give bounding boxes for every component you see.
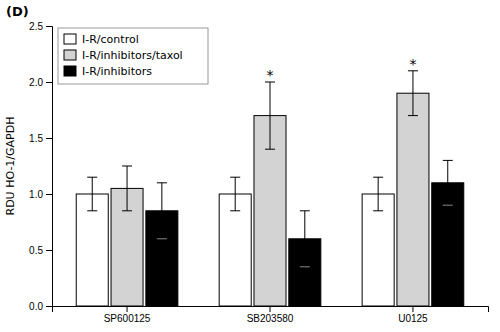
error-cap xyxy=(373,210,383,211)
y-tick: 1.0 xyxy=(29,189,52,200)
y-axis-title: RDU HO-1/GAPDH xyxy=(4,117,17,216)
chart: 0.0 0.5 1.0 1.5 2.0 2.5 SP600125 SB203580 U0125 R… xyxy=(0,0,500,332)
y-tick-mark xyxy=(46,306,52,307)
y-axis-line xyxy=(46,27,53,307)
error-line xyxy=(447,160,448,205)
error-line xyxy=(127,166,128,211)
error-bar xyxy=(300,211,310,267)
error-cap xyxy=(408,115,418,116)
legend-item: I-R/inhibitors xyxy=(64,65,152,78)
plot: 0.0 0.5 1.0 1.5 2.0 2.5 SP600125 SB203580 U0125 R… xyxy=(4,21,489,324)
y-tick-label: 0.0 xyxy=(29,301,43,312)
error-cap xyxy=(87,210,97,211)
error-line xyxy=(235,177,236,211)
bar xyxy=(219,194,251,306)
y-tick-mark xyxy=(46,82,52,83)
x-tick: SB203580 xyxy=(247,306,294,324)
error-cap xyxy=(230,210,240,211)
error-cap xyxy=(300,210,310,211)
x-axis-line xyxy=(53,307,489,313)
y-tick-label: 2.5 xyxy=(29,21,43,32)
error-bar xyxy=(443,160,453,205)
y-tick: 1.5 xyxy=(29,133,52,144)
x-tick-mark xyxy=(270,306,271,312)
legend-item: I-R/inhibitors/taxol xyxy=(64,49,183,62)
error-line xyxy=(412,71,413,116)
y-tick: 0.5 xyxy=(29,245,52,256)
y-tick: 2.0 xyxy=(29,77,52,88)
error-bar xyxy=(230,177,240,211)
legend-swatch xyxy=(64,66,76,76)
y-tick-label: 2.0 xyxy=(29,77,43,88)
error-cap xyxy=(122,166,132,167)
bar xyxy=(76,194,108,306)
y-axis: 0.0 0.5 1.0 1.5 2.0 2.5 xyxy=(29,21,52,312)
legend: I-R/control I-R/inhibitors/taxol I-R/inhib… xyxy=(58,28,208,84)
y-tick-label: 0.5 xyxy=(29,245,43,256)
error-bar xyxy=(87,177,97,211)
legend-label: I-R/inhibitors/taxol xyxy=(82,49,183,62)
legend-label: I-R/control xyxy=(82,33,139,46)
error-bar xyxy=(408,71,418,116)
x-axis: SP600125 SB203580 U0125 xyxy=(53,306,489,324)
y-tick: 2.5 xyxy=(29,21,52,32)
error-line xyxy=(92,177,93,211)
error-line xyxy=(304,211,305,267)
error-cap xyxy=(265,149,275,150)
legend-swatch xyxy=(64,50,76,60)
error-cap xyxy=(122,210,132,211)
y-tick-label: 1.0 xyxy=(29,189,43,200)
legend-swatch xyxy=(64,34,76,44)
x-tick-label: U0125 xyxy=(398,313,428,324)
error-bar xyxy=(265,82,275,149)
x-tick-label: SB203580 xyxy=(247,313,294,324)
x-tick-mark xyxy=(412,306,413,312)
error-line xyxy=(270,82,271,149)
x-tick-mark xyxy=(127,306,128,312)
error-cap xyxy=(157,182,167,183)
bar xyxy=(362,194,394,306)
annotation: * xyxy=(267,67,274,83)
error-bar xyxy=(373,177,383,211)
legend-label: I-R/inhibitors xyxy=(82,65,152,78)
error-cap xyxy=(87,177,97,178)
error-cap xyxy=(373,177,383,178)
error-cap xyxy=(157,238,167,239)
title: (D) xyxy=(6,4,29,19)
y-tick-mark xyxy=(46,250,52,251)
y-tick-label: 1.5 xyxy=(29,133,43,144)
y-tick-mark xyxy=(46,138,52,139)
x-tick: SP600125 xyxy=(104,306,151,324)
legend-item: I-R/control xyxy=(64,33,139,46)
error-line xyxy=(378,177,379,211)
error-cap xyxy=(443,205,453,206)
error-cap xyxy=(443,160,453,161)
annotations: ** xyxy=(267,56,417,83)
error-line xyxy=(161,183,162,239)
legend-frame xyxy=(58,28,208,84)
marks xyxy=(76,71,464,306)
y-tick-mark xyxy=(46,194,52,195)
y-tick: 0.0 xyxy=(29,301,52,312)
error-cap xyxy=(300,266,310,267)
x-tick: U0125 xyxy=(398,306,428,324)
error-cap xyxy=(230,177,240,178)
bar xyxy=(397,93,429,306)
error-bar xyxy=(122,166,132,211)
error-bar xyxy=(157,183,167,239)
annotation: * xyxy=(409,56,416,72)
y-tick-mark xyxy=(46,26,52,27)
x-tick-label: SP600125 xyxy=(104,313,151,324)
